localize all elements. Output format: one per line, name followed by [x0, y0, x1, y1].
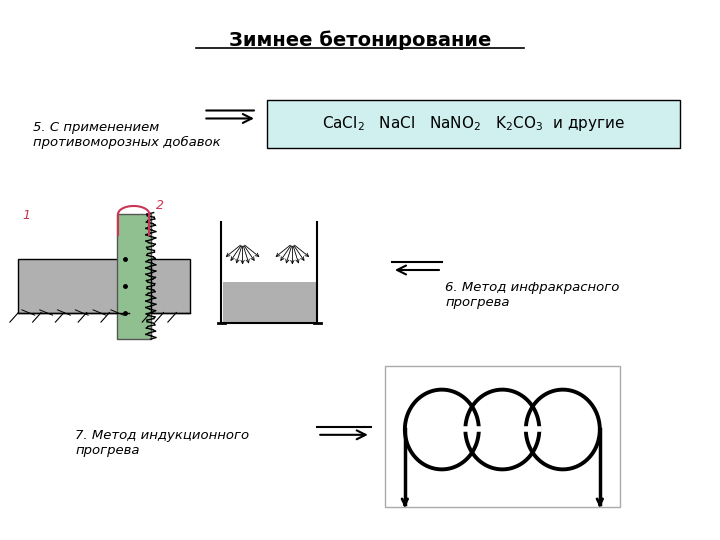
- Text: 7. Метод индукционного
прогрева: 7. Метод индукционного прогрева: [76, 429, 249, 457]
- Text: $\mathrm{CaCl_2}$   $\mathrm{NaCl}$   $\mathrm{NaNO_2}$   $\mathrm{K_2CO_3}$  и : $\mathrm{CaCl_2}$ $\mathrm{NaCl}$ $\math…: [323, 114, 625, 133]
- Bar: [222, 282, 316, 322]
- Text: 1: 1: [22, 210, 30, 222]
- Bar: [385, 366, 620, 507]
- Bar: [19, 259, 129, 313]
- Text: 2: 2: [156, 199, 163, 212]
- Text: 5. С применением
противоморозных добавок: 5. С применением противоморозных добавок: [32, 121, 220, 149]
- Bar: [150, 259, 190, 313]
- Text: 6. Метод инфракрасного
прогрева: 6. Метод инфракрасного прогрева: [446, 281, 620, 309]
- Text: Зимнее бетонирование: Зимнее бетонирование: [229, 31, 491, 50]
- Bar: [117, 214, 150, 339]
- FancyBboxPatch shape: [268, 100, 680, 148]
